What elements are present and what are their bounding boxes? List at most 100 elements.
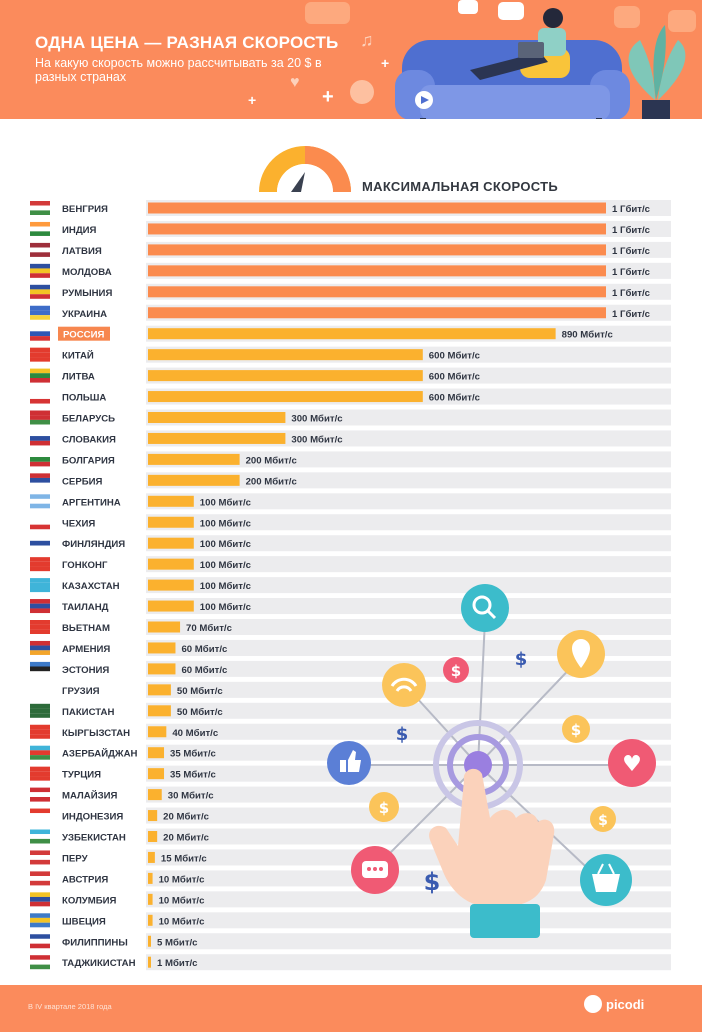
value-label: 300 Мбит/с — [291, 414, 343, 425]
bar — [148, 432, 286, 444]
speech-bubble-icon — [668, 10, 696, 32]
category-label: ФИНЛЯНДИЯ — [62, 539, 125, 550]
svg-text:$: $ — [451, 662, 461, 680]
flag-stripe — [30, 263, 50, 269]
flag-stripe — [30, 766, 50, 772]
bar — [148, 747, 165, 759]
flag-stripe — [30, 394, 50, 399]
category-label: ЧЕХИЯ — [62, 518, 95, 529]
category-label: АВСТРИЯ — [62, 874, 108, 885]
value-label: 200 Мбит/с — [246, 455, 298, 466]
value-label: 30 Мбит/с — [168, 791, 215, 802]
flag-stripe — [30, 494, 50, 499]
brand-logo: picodi — [606, 997, 645, 1012]
flag-stripe — [30, 587, 50, 593]
category-label: ТАДЖИКИСТАН — [62, 958, 136, 969]
flag-stripe — [30, 692, 50, 697]
value-label: 1 Гбит/с — [612, 204, 651, 215]
bar-track — [146, 514, 671, 531]
flag-stripe — [30, 792, 50, 797]
flag-stripe — [30, 729, 50, 735]
flag-stripe — [30, 519, 50, 525]
flag-stripe — [30, 896, 50, 902]
flag-stripe — [30, 566, 50, 572]
category-label: ВЬЕТНАМ — [62, 623, 110, 634]
value-label: 1 Гбит/с — [612, 309, 651, 320]
speedometer-icon — [259, 146, 351, 192]
flag-stripe — [30, 378, 50, 383]
bar-track — [146, 702, 671, 719]
flag-stripe — [30, 808, 50, 814]
flag-stripe — [30, 582, 50, 588]
value-label: 890 Мбит/с — [562, 330, 614, 341]
value-label: 100 Мбит/с — [200, 539, 252, 550]
category-label: ЭСТОНИЯ — [62, 665, 109, 676]
value-label: 200 Мбит/с — [246, 476, 298, 487]
flag-stripe — [30, 231, 50, 236]
flag-stripe — [30, 817, 50, 823]
value-label: 35 Мбит/с — [170, 770, 217, 781]
flag-stripe — [30, 666, 50, 672]
flag-stripe — [30, 713, 50, 718]
value-label: 1 Гбит/с — [612, 267, 651, 278]
flag-stripe — [30, 859, 50, 865]
bar-track — [146, 954, 671, 971]
flag-stripe — [30, 671, 50, 676]
flag-stripe — [30, 498, 50, 504]
bar — [148, 663, 176, 675]
bar — [148, 789, 162, 801]
flag-stripe — [30, 959, 50, 965]
bar — [148, 914, 153, 926]
value-label: 15 Мбит/с — [161, 853, 208, 864]
category-label: РОССИЯ — [63, 330, 104, 341]
bar — [148, 705, 171, 717]
flag-stripe — [30, 452, 50, 457]
flag-stripe — [30, 892, 50, 897]
flag-stripe — [30, 599, 50, 604]
bar — [148, 621, 181, 633]
flag-stripe — [30, 913, 50, 918]
flag-stripe — [30, 524, 50, 530]
speed-bar-chart: ВЕНГРИЯ 1 Гбит/с ИНДИЯ 1 Гбит/с ЛАТВИЯ 1 Гбит… — [30, 200, 671, 971]
flag-stripe — [30, 787, 50, 793]
bar — [148, 370, 423, 382]
category-label: УКРАИНА — [62, 309, 107, 320]
bar — [148, 851, 155, 863]
flag-stripe — [30, 629, 50, 634]
value-label: 600 Мбит/с — [429, 372, 481, 383]
category-label: РУМЫНИЯ — [62, 288, 112, 299]
flag-stripe — [30, 415, 50, 420]
bar — [148, 893, 153, 905]
flag-stripe — [30, 477, 50, 483]
header-banner: ОДНА ЦЕНА — РАЗНАЯ СКОРОСТЬ На какую ско… — [0, 0, 702, 119]
bar-track — [146, 933, 671, 950]
bar — [148, 684, 171, 696]
category-label: УЗБЕКИСТАН — [62, 833, 126, 844]
bar — [148, 265, 606, 277]
bar-track — [146, 891, 671, 908]
flag-stripe — [30, 226, 50, 232]
value-label: 50 Мбит/с — [177, 686, 224, 697]
flag-stripe — [30, 682, 50, 688]
value-label: 50 Мбит/с — [177, 707, 224, 718]
flag-stripe — [30, 934, 50, 939]
bar-track — [146, 765, 671, 782]
flag-stripe — [30, 440, 50, 446]
flag-stripe — [30, 252, 50, 257]
svg-text:$: $ — [424, 868, 441, 896]
flag-stripe — [30, 352, 50, 358]
flag-stripe — [30, 964, 50, 970]
bar — [148, 307, 606, 319]
category-label: БОЛГАРИЯ — [62, 455, 115, 466]
category-label: БЕЛАРУСЬ — [62, 414, 115, 425]
bar — [148, 642, 176, 654]
svg-text:$: $ — [515, 649, 528, 670]
svg-text:♥: ♥ — [622, 752, 642, 777]
speech-bubble-icon — [305, 2, 350, 24]
value-label: 60 Мбит/с — [181, 644, 228, 655]
flag-stripe — [30, 745, 50, 751]
flag-stripe — [30, 326, 50, 332]
category-label: ВЕНГРИЯ — [62, 204, 108, 215]
heart-icon — [608, 739, 656, 787]
category-label: АРГЕНТИНА — [62, 497, 121, 508]
